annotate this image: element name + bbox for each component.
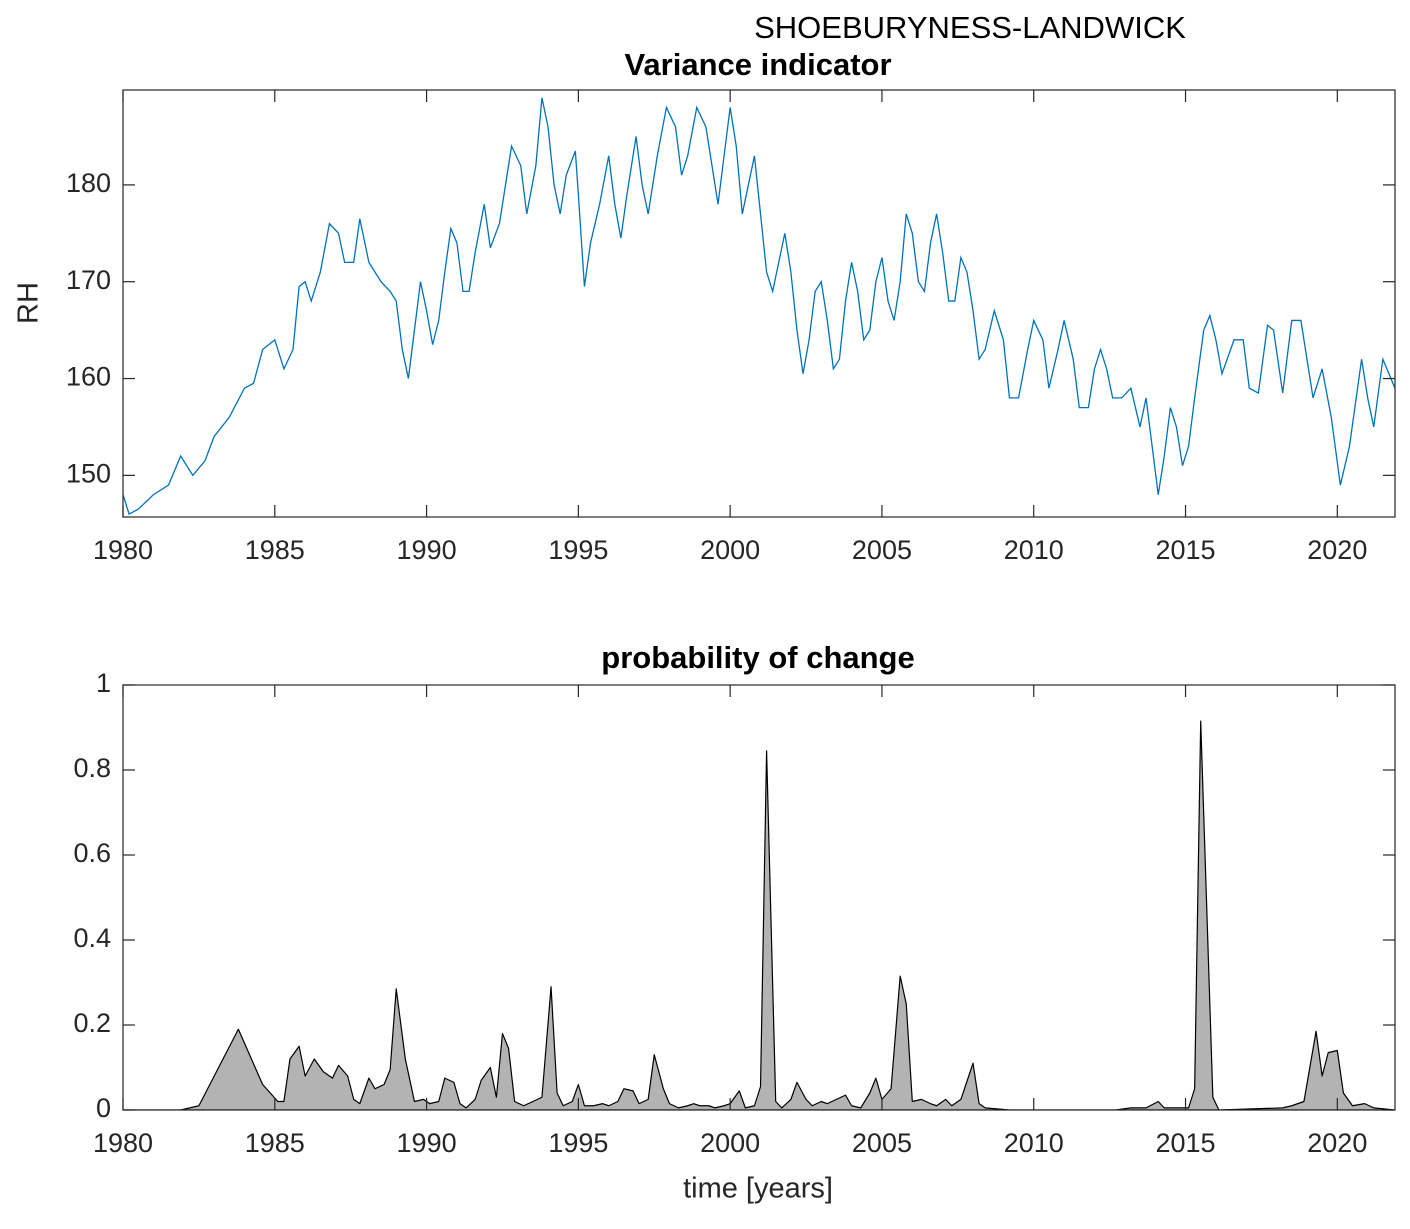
y-axis-label: RH xyxy=(13,282,45,324)
x-tick-label: 2020 xyxy=(1307,535,1367,565)
plot-area xyxy=(123,685,1395,1110)
x-tick-label: 2015 xyxy=(1155,1128,1215,1158)
axes-box xyxy=(122,89,1396,518)
y-tick-label: 150 xyxy=(66,458,111,488)
y-tick-label: 0 xyxy=(96,1093,111,1123)
data-area xyxy=(123,720,1395,1110)
y-tick-label: 0.8 xyxy=(73,753,111,783)
chart-title: probability of change xyxy=(601,640,914,675)
x-tick-label: 1980 xyxy=(93,535,153,565)
y-tick-label: 170 xyxy=(66,265,111,295)
y-tick-label: 160 xyxy=(66,362,111,392)
x-tick-label: 1985 xyxy=(245,535,305,565)
chart-title: Variance indicator xyxy=(624,47,891,82)
x-tick-label: 2010 xyxy=(1004,1128,1064,1158)
x-tick-label: 2000 xyxy=(700,535,760,565)
plot-layer xyxy=(123,97,1395,516)
y-tick-label: 1 xyxy=(96,668,111,698)
x-tick-label: 2005 xyxy=(852,535,912,565)
x-tick-label: 1980 xyxy=(93,1128,153,1158)
x-tick-label: 1995 xyxy=(548,1128,608,1158)
x-tick-label: 2010 xyxy=(1004,535,1064,565)
x-tick-label: 1985 xyxy=(245,1128,305,1158)
x-tick-label: 2020 xyxy=(1307,1128,1367,1158)
axes-box xyxy=(122,684,1396,1111)
y-tick-label: 0.4 xyxy=(73,923,111,953)
plot-area xyxy=(123,90,1395,517)
x-tick-label: 2000 xyxy=(700,1128,760,1158)
plot-layer xyxy=(123,720,1395,1110)
suptitle: SHOEBURYNESS-LANDWICK xyxy=(754,10,1186,45)
x-tick-label: 2015 xyxy=(1155,535,1215,565)
x-tick-label: 1990 xyxy=(397,535,457,565)
x-tick-label: 2005 xyxy=(852,1128,912,1158)
data-line xyxy=(123,97,1395,516)
x-axis-label: time [years] xyxy=(683,1173,833,1205)
y-tick-label: 0.2 xyxy=(73,1008,111,1038)
x-tick-label: 1990 xyxy=(397,1128,457,1158)
y-tick-label: 180 xyxy=(66,168,111,198)
y-tick-label: 0.6 xyxy=(73,838,111,868)
x-tick-label: 1995 xyxy=(548,535,608,565)
